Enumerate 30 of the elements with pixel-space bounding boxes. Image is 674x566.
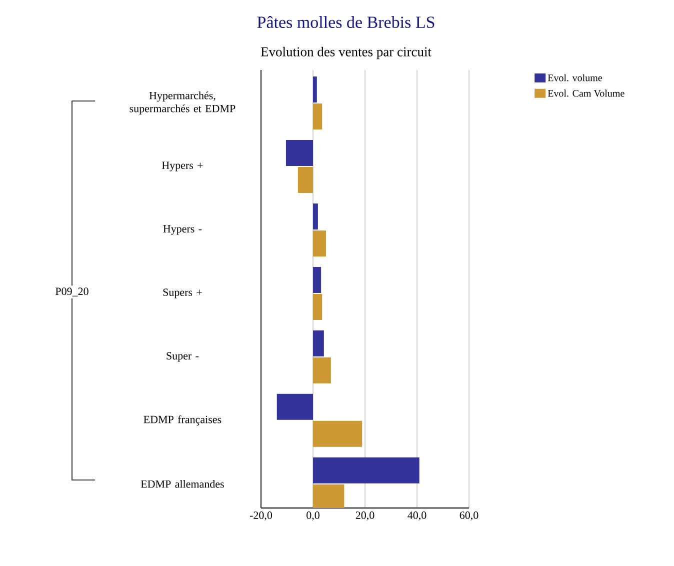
bar — [313, 230, 326, 256]
bar — [313, 266, 322, 293]
bar — [313, 420, 362, 447]
x-tick-label: 40,0 — [408, 512, 426, 521]
bar — [313, 294, 322, 320]
x-tick-label: 0,0 — [306, 512, 320, 521]
y-tick-label: Hypers + — [162, 162, 203, 172]
y-tick-label: Super - — [166, 352, 199, 362]
legend-label: Evol. Cam Volume — [548, 90, 624, 97]
y-tick-label: EDMP françaises — [144, 415, 222, 426]
bar — [298, 166, 314, 193]
bar — [313, 357, 331, 384]
bar — [286, 140, 314, 166]
bar — [313, 457, 420, 484]
x-tick-label: 60,0 — [460, 512, 478, 521]
chart-subtitle: Evolution des ventes par circuit — [260, 46, 432, 60]
x-tick-label: 20,0 — [356, 512, 374, 521]
bar — [313, 330, 324, 356]
y-tick-label: Hypers - — [163, 225, 202, 235]
bar — [313, 76, 317, 103]
y-tick-label: Supers + — [163, 288, 202, 298]
bar — [313, 203, 318, 230]
bar — [276, 394, 314, 420]
y-tick-label: EDMP allemandes — [140, 480, 224, 488]
x-tick-label: -20,0 — [250, 512, 272, 521]
text: P09_20 — [56, 288, 88, 296]
legend-label: Evol. volume — [548, 74, 602, 82]
y-tick-label: Hypermarchés, supermarchés et EDMP — [130, 92, 236, 115]
chart-title: Pâtes molles de Brebis LS — [257, 16, 434, 28]
bar — [313, 104, 322, 130]
